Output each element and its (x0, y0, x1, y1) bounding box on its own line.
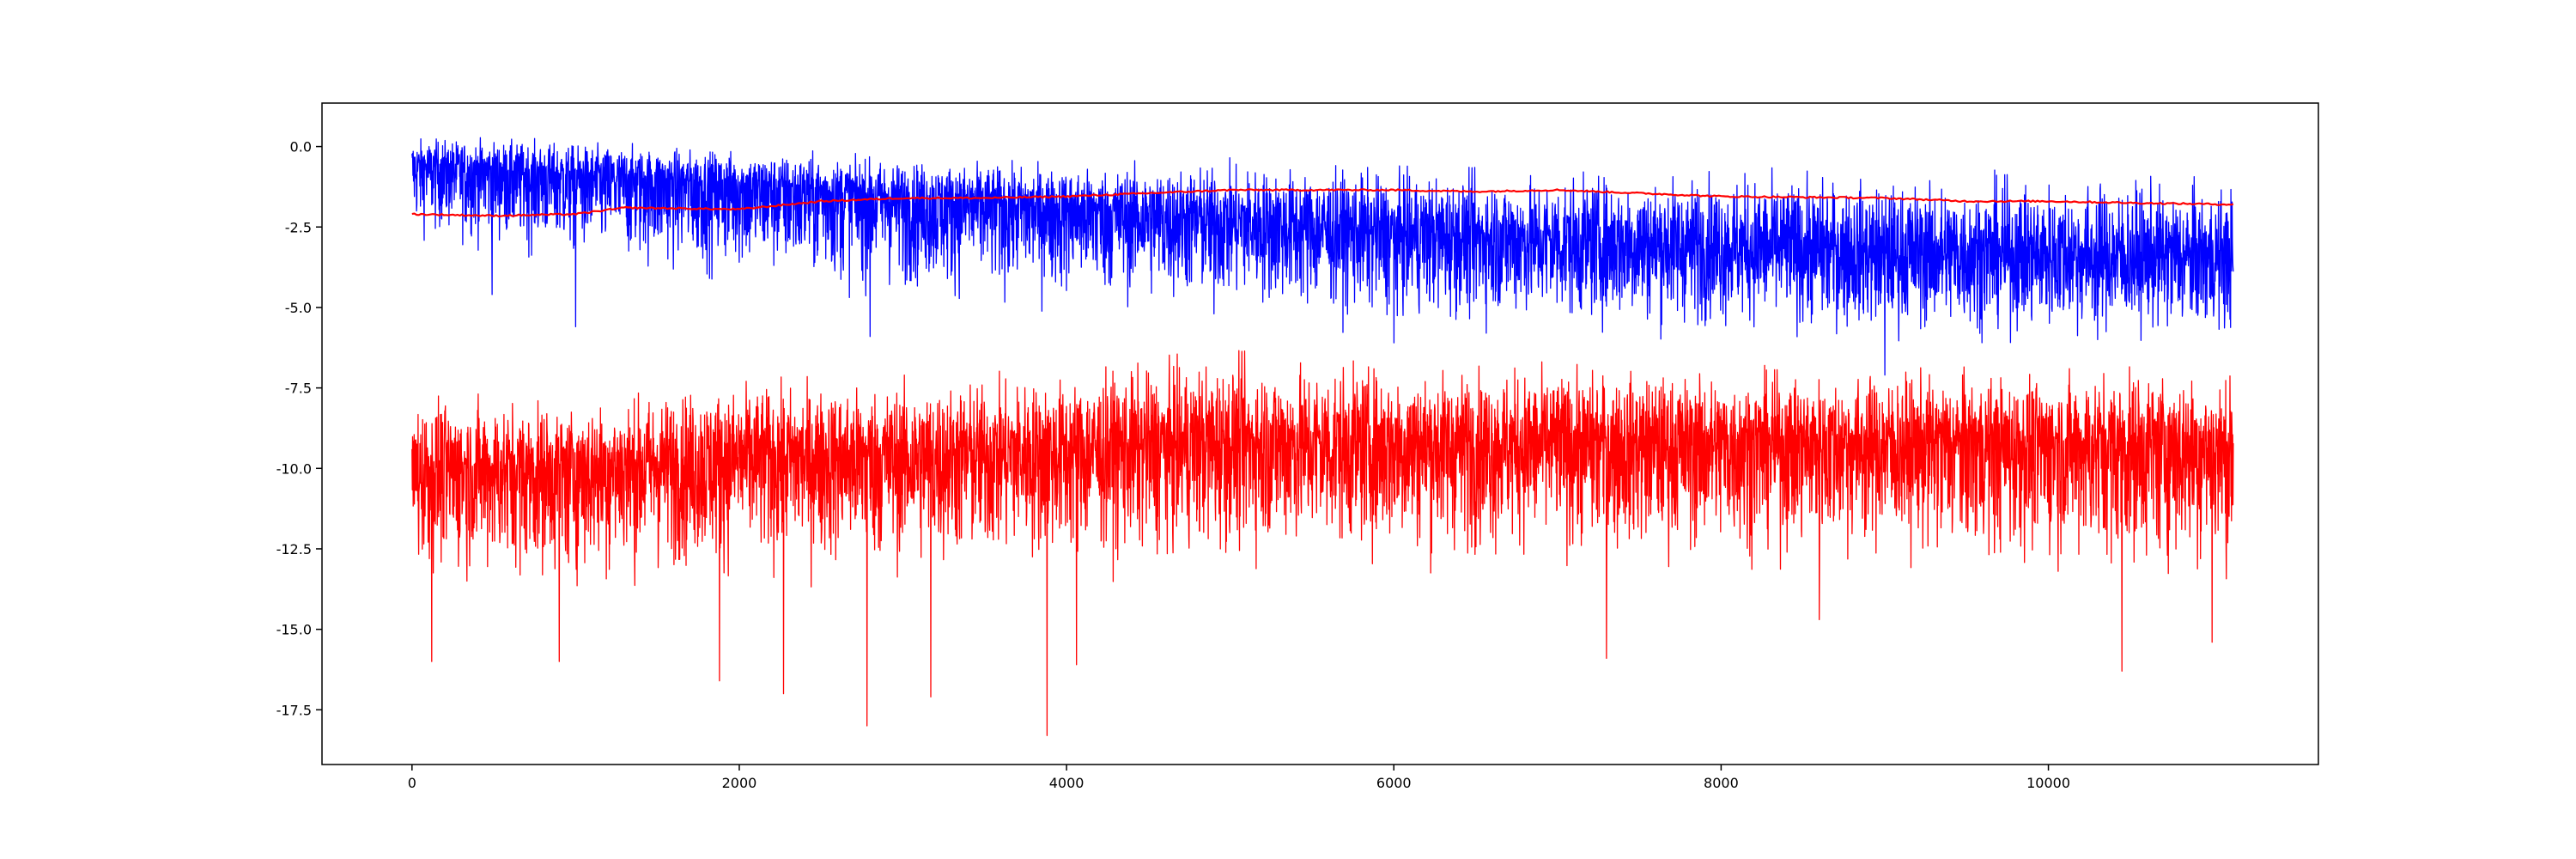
y-axis: 0.0 -2.5 -5.0 -7.5 -10.0 -12.5 -15.0 -17.5 (276, 139, 322, 718)
y-tick-label: -2.5 (285, 219, 312, 235)
series-line-1 (411, 350, 2234, 736)
y-tick-label: -17.5 (276, 702, 312, 718)
y-tick-label: -15.0 (276, 622, 312, 638)
x-tick-label: 6000 (1376, 775, 1412, 791)
plot-series (411, 137, 2234, 736)
x-axis: 0 2000 4000 6000 8000 10000 (408, 765, 2070, 791)
x-tick-label: 8000 (1704, 775, 1739, 791)
y-tick-label: -12.5 (276, 541, 312, 557)
y-tick-label: 0.0 (290, 139, 312, 155)
x-tick-label: 4000 (1049, 775, 1084, 791)
y-tick-label: -10.0 (276, 460, 312, 477)
series-line-2 (411, 188, 2234, 217)
plot-area-frame (321, 102, 2319, 765)
x-tick-label: 0 (408, 775, 416, 791)
series-line-0 (411, 137, 2234, 376)
y-tick-label: -5.0 (285, 300, 312, 316)
x-tick-label: 10000 (2026, 775, 2070, 791)
x-tick-label: 2000 (722, 775, 757, 791)
y-tick-label: -7.5 (285, 381, 312, 397)
